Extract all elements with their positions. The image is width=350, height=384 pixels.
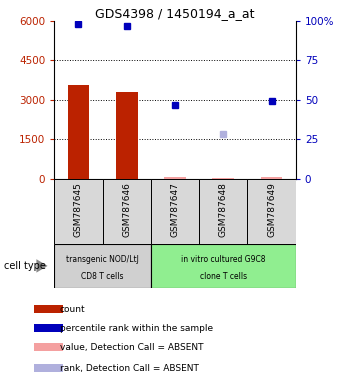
- Text: percentile rank within the sample: percentile rank within the sample: [60, 324, 213, 333]
- Bar: [151, 244, 296, 288]
- Bar: [68, 85, 89, 179]
- Text: GSM787645: GSM787645: [74, 182, 83, 237]
- Text: transgenic NOD/LtJ: transgenic NOD/LtJ: [66, 255, 139, 264]
- Text: rank, Detection Call = ABSENT: rank, Detection Call = ABSENT: [60, 364, 198, 372]
- Bar: [34, 305, 63, 313]
- Bar: [212, 178, 234, 179]
- Text: count: count: [60, 305, 85, 314]
- Text: clone T cells: clone T cells: [200, 273, 247, 281]
- Bar: [34, 364, 63, 372]
- Bar: [103, 179, 151, 244]
- Text: GSM787646: GSM787646: [122, 182, 131, 237]
- Bar: [116, 92, 138, 179]
- Bar: [34, 324, 63, 332]
- Text: GSM787649: GSM787649: [267, 182, 276, 237]
- Bar: [199, 179, 247, 244]
- Bar: [54, 244, 151, 288]
- Text: CD8 T cells: CD8 T cells: [81, 273, 124, 281]
- Bar: [164, 177, 186, 179]
- Polygon shape: [36, 259, 48, 273]
- Bar: [34, 343, 63, 351]
- Title: GDS4398 / 1450194_a_at: GDS4398 / 1450194_a_at: [95, 7, 255, 20]
- Text: GSM787648: GSM787648: [219, 182, 228, 237]
- Bar: [151, 179, 199, 244]
- Bar: [261, 177, 282, 179]
- Bar: [247, 179, 296, 244]
- Bar: [54, 179, 103, 244]
- Text: cell type: cell type: [4, 261, 46, 271]
- Text: in vitro cultured G9C8: in vitro cultured G9C8: [181, 255, 266, 264]
- Text: GSM787647: GSM787647: [170, 182, 180, 237]
- Text: value, Detection Call = ABSENT: value, Detection Call = ABSENT: [60, 343, 203, 352]
